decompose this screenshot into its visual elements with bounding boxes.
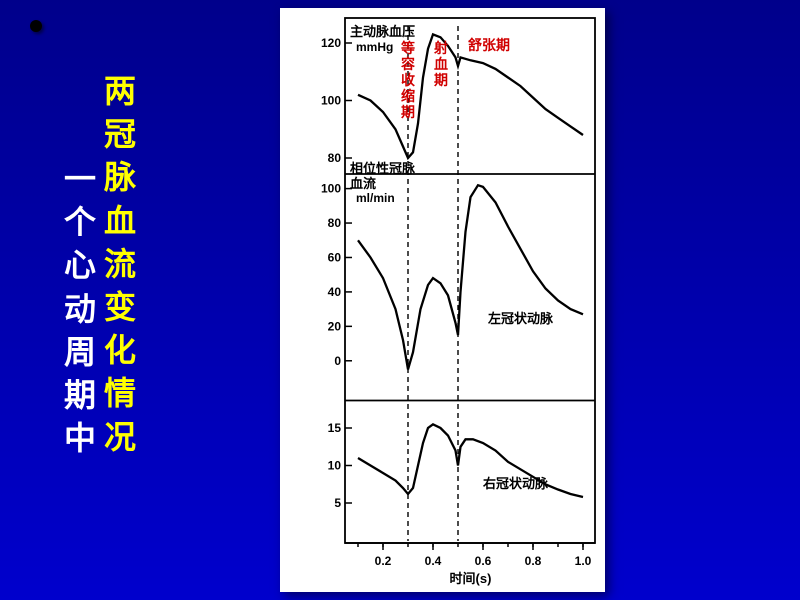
svg-text:0.4: 0.4	[425, 554, 442, 568]
svg-text:100: 100	[321, 182, 341, 196]
title-char: 动	[60, 288, 100, 331]
svg-text:120: 120	[321, 36, 341, 50]
svg-text:血流: 血流	[350, 176, 376, 191]
svg-text:收: 收	[401, 72, 416, 88]
title-char: 脉	[100, 156, 140, 199]
title-char: 血	[100, 200, 140, 243]
svg-text:射: 射	[433, 40, 448, 56]
svg-text:时间(s): 时间(s)	[450, 571, 492, 586]
svg-text:左冠状动脉: 左冠状动脉	[488, 311, 554, 326]
svg-text:相位性冠脉: 相位性冠脉	[350, 161, 416, 176]
slide-title: 一 个 心 动 周 期 中 两 冠 脉 血 流 变 化 情 况	[60, 70, 140, 460]
svg-text:mmHg: mmHg	[356, 40, 393, 54]
title-char: 个	[60, 201, 100, 244]
svg-text:主动脉血压: 主动脉血压	[350, 24, 415, 39]
svg-text:0.2: 0.2	[375, 554, 392, 568]
title-char: 况	[100, 416, 140, 459]
svg-text:5: 5	[334, 496, 341, 510]
svg-text:1.0: 1.0	[575, 554, 592, 568]
title-char: 流	[100, 243, 140, 286]
svg-text:15: 15	[328, 421, 342, 435]
title-char: 情	[100, 372, 140, 415]
svg-text:0: 0	[334, 354, 341, 368]
svg-text:右冠状动脉: 右冠状动脉	[482, 476, 549, 491]
svg-text:80: 80	[328, 216, 342, 230]
svg-text:60: 60	[328, 250, 342, 264]
title-char: 一	[60, 158, 100, 201]
title-char: 周	[60, 331, 100, 374]
svg-text:血: 血	[434, 56, 448, 72]
bullet-icon	[30, 20, 42, 32]
svg-text:40: 40	[328, 285, 342, 299]
title-char: 中	[60, 417, 100, 460]
svg-text:ml/min: ml/min	[356, 191, 395, 205]
svg-text:等: 等	[401, 40, 415, 56]
svg-text:0.8: 0.8	[525, 554, 542, 568]
svg-text:80: 80	[328, 151, 342, 165]
title-char: 变	[100, 286, 140, 329]
coronary-flow-chart: 80 100 120 主动脉血压mmHg 0 20 40 60 80 100 相位性冠脉血流ml/m…	[280, 8, 605, 592]
title-col-2: 两 冠 脉 血 流 变 化 情 况	[100, 70, 140, 460]
title-char: 心	[60, 244, 100, 287]
title-char: 两	[100, 70, 140, 113]
svg-text:100: 100	[321, 94, 341, 108]
svg-text:容: 容	[400, 56, 415, 72]
title-char: 化	[100, 329, 140, 372]
title-char: 期	[60, 374, 100, 417]
title-char: 冠	[100, 113, 140, 156]
svg-text:期: 期	[434, 72, 448, 88]
svg-text:20: 20	[328, 319, 342, 333]
title-col-1: 一 个 心 动 周 期 中	[60, 158, 100, 460]
svg-text:缩: 缩	[401, 88, 415, 104]
svg-text:10: 10	[328, 459, 342, 473]
svg-text:期: 期	[401, 104, 415, 120]
svg-text:舒张期: 舒张期	[468, 37, 510, 53]
chart-svg: 80 100 120 主动脉血压mmHg 0 20 40 60 80 100 相位性冠脉血流ml/m…	[280, 8, 605, 592]
svg-text:0.6: 0.6	[475, 554, 492, 568]
